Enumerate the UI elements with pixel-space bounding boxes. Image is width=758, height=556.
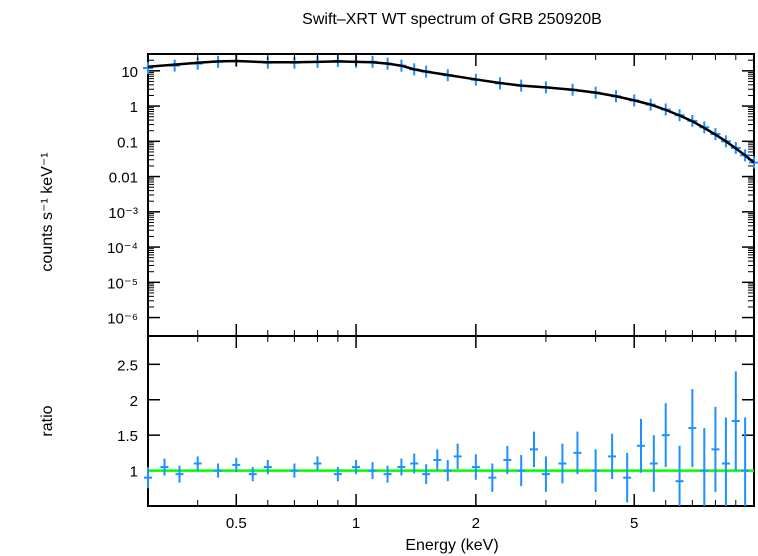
top-y-tick-label: 1	[130, 99, 138, 116]
model-line	[147, 59, 755, 164]
x-tick-label: 0.5	[226, 515, 247, 532]
x-axis-label: Energy (keV)	[405, 537, 498, 554]
bottom-y-tick-label: 1	[130, 464, 138, 481]
top-panel-y-ticks: 10 1 0.1 0.01 10⁻³ 10⁻⁴ 10⁻⁵ 10⁻⁶	[107, 59, 754, 328]
top-panel-data	[143, 54, 758, 169]
x-tick-label: 1	[352, 515, 360, 532]
x-tick-label: 5	[630, 515, 638, 532]
x-tick-label: 2	[472, 515, 480, 532]
bottom-panel-y-ticks: 1 1.5 2 2.5	[117, 357, 754, 481]
bottom-y-tick-label: 2.5	[117, 357, 138, 374]
top-y-tick-label: 10⁻⁵	[107, 275, 138, 292]
top-panel-model	[147, 59, 755, 164]
bottom-panel-frame	[147, 335, 755, 507]
x-ticks: 0.5 1 2 5	[147, 54, 737, 532]
top-y-tick-label: 10	[121, 64, 138, 81]
bottom-panel-ylabel: ratio	[39, 405, 56, 436]
chart-title: Swift–XRT WT spectrum of GRB 250920B	[302, 11, 602, 28]
top-panel-ylabel: counts s⁻¹ keV⁻¹	[39, 152, 56, 271]
top-y-tick-label: 0.1	[117, 134, 138, 151]
top-y-tick-label: 10⁻³	[108, 205, 138, 222]
top-y-tick-label: 10⁻⁶	[107, 311, 138, 328]
bottom-panel-data	[144, 371, 750, 506]
top-y-tick-label: 10⁻⁴	[107, 240, 138, 257]
bottom-y-tick-label: 1.5	[117, 428, 138, 445]
bottom-y-tick-label: 2	[130, 393, 138, 410]
top-panel-frame	[147, 53, 755, 337]
top-y-tick-label: 0.01	[109, 170, 138, 187]
